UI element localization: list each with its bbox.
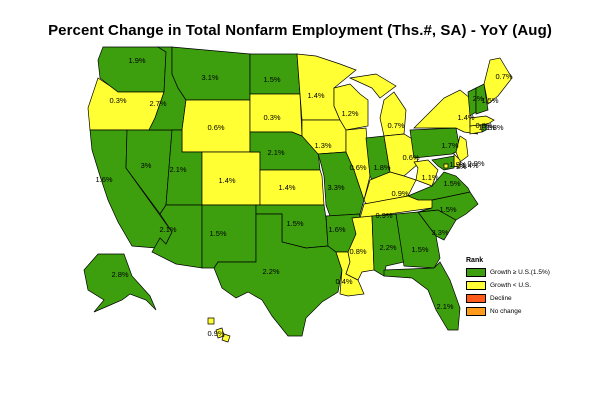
state-label-MI: 0.7%	[387, 121, 404, 130]
legend-swatch	[466, 281, 486, 290]
state-label-AK: 2.8%	[111, 270, 128, 279]
state-label-WV: 1.1%	[421, 173, 438, 182]
state-label-CT: 1.1%	[478, 123, 495, 132]
state-label-HI: 0.9%	[207, 329, 224, 338]
state-label-FL: 2.1%	[436, 302, 453, 311]
state-VA	[407, 171, 471, 201]
state-label-OK: 1.5%	[286, 219, 303, 228]
state-label-NE: 2.1%	[267, 148, 284, 157]
state-label-DE: 1.4%	[461, 161, 478, 170]
state-label-MA: 0.8%	[475, 121, 492, 130]
legend-item-growth-lt-us: Growth < U.S.	[466, 279, 550, 292]
state-label-AZ: 2.1%	[159, 225, 176, 234]
state-label-IN: 1.8%	[373, 163, 390, 172]
map-title: Percent Change in Total Nonfarm Employme…	[48, 22, 552, 39]
legend-label: No change	[490, 308, 522, 315]
state-label-AL: 2.2%	[379, 243, 396, 252]
legend-item-no-change: No change	[466, 305, 550, 318]
state-label-PA: 1.7%	[441, 141, 458, 150]
state-label-TN: 0.9%	[375, 211, 392, 220]
state-MA	[469, 115, 495, 127]
legend-label: Decline	[490, 295, 512, 302]
state-label-SC: 3.3%	[431, 228, 448, 237]
state-label-LA: 0.4%	[335, 277, 352, 286]
state-label-MO: 3.3%	[327, 183, 344, 192]
state-label-NY: 1.4%	[457, 113, 474, 122]
state-label-KY: 0.9%	[391, 189, 408, 198]
state-label-VT: 2%	[473, 94, 484, 103]
state-DC	[443, 163, 449, 169]
state-NC	[417, 191, 479, 221]
state-label-KS: 1.4%	[278, 183, 295, 192]
state-WI	[333, 83, 369, 131]
legend-label: Growth ≥ U.S.(1.5%)	[490, 269, 550, 276]
state-label-MS: 0.8%	[349, 247, 366, 256]
state-label-RI: 1.8%	[486, 123, 503, 132]
legend: Rank Growth ≥ U.S.(1.5%) Growth < U.S. D…	[466, 257, 550, 318]
state-label-MN: 1.4%	[307, 91, 324, 100]
state-label-SD: 0.3%	[263, 113, 280, 122]
state-KS	[259, 169, 325, 206]
state-WV	[413, 159, 439, 187]
legend-item-decline: Decline	[466, 292, 550, 305]
state-value-labels: 1.9%0.3%1.6%3%2.7%3.1%0.6%2.1%2.1%1.4%1.…	[95, 56, 512, 338]
state-label-VA: 1.5%	[443, 179, 460, 188]
state-label-OR: 0.3%	[109, 96, 126, 105]
state-label-IL: 0.6%	[349, 163, 366, 172]
state-label-ME: 0.7%	[495, 72, 512, 81]
state-label-NJ: 0.9%	[467, 159, 484, 168]
state-TX	[213, 213, 343, 337]
state-label-WY: 0.6%	[207, 123, 224, 132]
state-label-CA: 1.6%	[95, 175, 112, 184]
state-label-CO: 1.4%	[218, 176, 235, 185]
state-label-GA: 1.5%	[411, 245, 428, 254]
state-label-NC: 1.5%	[439, 205, 456, 214]
state-label-NM: 1.5%	[209, 229, 226, 238]
legend-swatch	[466, 307, 486, 316]
legend-label: Growth < U.S.	[490, 282, 531, 289]
legend-swatch	[466, 294, 486, 303]
state-label-DC: 1%	[456, 162, 467, 171]
state-label-ID: 2.7%	[149, 99, 166, 108]
legend-swatch	[466, 268, 486, 277]
state-MD	[431, 155, 455, 171]
state-label-IA: 1.3%	[314, 141, 331, 150]
state-AK	[83, 253, 157, 313]
state-label-NV: 3%	[141, 161, 152, 170]
state-HI	[207, 317, 231, 343]
state-NJ	[455, 135, 469, 163]
state-ME	[483, 57, 513, 105]
state-label-OH: 0.6%	[402, 153, 419, 162]
state-label-WA: 1.9%	[128, 56, 145, 65]
state-label-MD: 1.9%	[449, 160, 466, 169]
state-NH	[475, 83, 489, 115]
state-FL	[383, 261, 461, 331]
state-label-ND: 1.5%	[263, 75, 280, 84]
state-label-NH: 1.5%	[481, 96, 498, 105]
state-label-UT: 2.1%	[169, 165, 186, 174]
state-label-MT: 3.1%	[201, 73, 218, 82]
state-label-AR: 1.6%	[328, 225, 345, 234]
legend-item-growth-ge-us: Growth ≥ U.S.(1.5%)	[466, 266, 550, 279]
state-ND	[249, 53, 301, 95]
state-KY	[363, 171, 417, 205]
state-label-TX: 2.2%	[262, 267, 279, 276]
legend-title: Rank	[466, 257, 484, 264]
state-label-WI: 1.2%	[341, 109, 358, 118]
